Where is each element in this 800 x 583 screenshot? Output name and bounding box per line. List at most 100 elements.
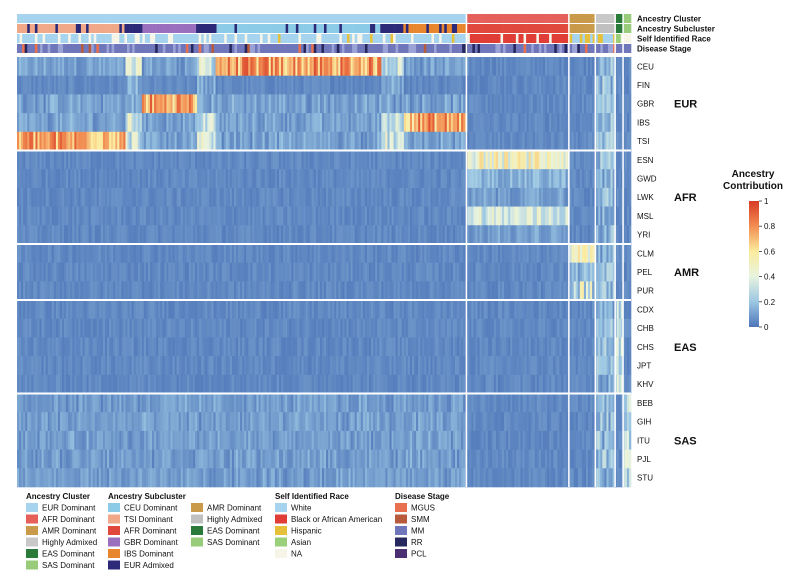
heatmap-cell xyxy=(328,225,331,245)
heatmap-cell xyxy=(575,262,579,282)
heatmap-cell xyxy=(260,94,263,114)
track-cell xyxy=(375,24,379,33)
heatmap-cell xyxy=(438,57,441,76)
heatmap-cell xyxy=(92,150,96,170)
track-cell xyxy=(520,34,524,43)
track-cell xyxy=(114,34,118,43)
track-cell xyxy=(86,14,89,23)
heatmap-cell xyxy=(47,243,51,263)
heatmap-cell xyxy=(309,225,313,245)
heatmap-cell xyxy=(563,113,566,133)
heatmap-cell xyxy=(160,150,163,170)
heatmap-cell xyxy=(248,57,251,76)
heatmap-cell xyxy=(504,281,507,301)
heatmap-cell xyxy=(180,243,184,263)
heatmap-cell xyxy=(397,94,401,114)
heatmap-cell xyxy=(291,94,294,114)
track-cell xyxy=(173,24,176,33)
heatmap-cell xyxy=(281,281,284,301)
heatmap-cell xyxy=(309,94,313,114)
heatmap-cell xyxy=(240,131,243,151)
heatmap-cell xyxy=(454,150,458,170)
heatmap-cell xyxy=(225,75,229,95)
track-cell xyxy=(469,44,473,53)
heatmap-cell xyxy=(96,243,100,263)
heatmap-cell xyxy=(256,131,259,151)
heatmap-cell xyxy=(303,57,306,76)
heatmap-cell xyxy=(86,131,89,151)
track-cell xyxy=(572,14,576,23)
heatmap-cell xyxy=(37,113,40,133)
heatmap-cell xyxy=(354,75,358,95)
heatmap-cell xyxy=(248,300,251,320)
track-cell xyxy=(124,34,128,43)
heatmap-cell xyxy=(412,225,415,245)
heatmap-cell xyxy=(92,243,96,263)
heatmap-cell xyxy=(618,131,622,151)
heatmap-cell xyxy=(246,94,249,114)
heatmap-cell xyxy=(117,57,120,76)
heatmap-cell xyxy=(598,243,601,263)
heatmap-cell xyxy=(530,131,534,151)
heatmap-cell xyxy=(297,262,300,282)
heatmap-cell xyxy=(542,262,546,282)
track-cell xyxy=(260,14,263,23)
track-cell xyxy=(400,14,404,23)
heatmap-cell xyxy=(145,131,149,151)
track-cell xyxy=(349,24,353,33)
heatmap-cell xyxy=(516,243,519,263)
track-cell xyxy=(431,44,435,53)
heatmap-cell xyxy=(532,113,536,133)
heatmap-cell xyxy=(107,300,110,320)
heatmap-cell xyxy=(72,113,75,133)
heatmap-cell xyxy=(457,281,460,301)
heatmap-cell xyxy=(588,187,591,207)
heatmap-cell xyxy=(117,262,120,282)
heatmap-cell xyxy=(281,187,284,207)
heatmap-cell xyxy=(223,300,227,320)
heatmap-cell xyxy=(590,206,593,226)
heatmap-cell xyxy=(336,206,339,226)
heatmap-cell xyxy=(76,262,79,282)
track-cell xyxy=(262,44,266,53)
heatmap-cell xyxy=(156,131,159,151)
heatmap-cell xyxy=(197,206,200,226)
heatmap-cell xyxy=(442,113,446,133)
heatmap-cell xyxy=(147,75,151,95)
track-cell xyxy=(83,24,87,33)
heatmap-cell xyxy=(66,281,69,301)
heatmap-cell xyxy=(420,169,423,189)
heatmap-cell xyxy=(291,150,294,170)
heatmap-cell xyxy=(448,94,452,114)
track-cell xyxy=(421,24,425,33)
heatmap-cell xyxy=(41,131,44,151)
heatmap-cell xyxy=(446,150,450,170)
heatmap-cell xyxy=(414,131,417,151)
heatmap-cell xyxy=(528,225,532,245)
track-cell xyxy=(597,24,601,33)
heatmap-cell xyxy=(606,94,609,114)
heatmap-cell xyxy=(57,187,61,207)
heatmap-cell xyxy=(561,187,564,207)
heatmap-cell xyxy=(508,169,511,189)
heatmap-cell xyxy=(452,57,456,76)
heatmap-cell xyxy=(49,300,53,320)
track-cell xyxy=(119,44,123,53)
heatmap-cell xyxy=(278,75,282,95)
heatmap-cell xyxy=(500,243,503,263)
heatmap-cell xyxy=(352,243,355,263)
heatmap-cell xyxy=(506,150,509,170)
heatmap-cell xyxy=(366,131,370,151)
track-cell xyxy=(178,44,182,53)
track-cell xyxy=(439,44,442,53)
track-cell xyxy=(144,44,148,53)
track-cell xyxy=(157,14,161,23)
heatmap-cell xyxy=(178,262,182,282)
heatmap-cell xyxy=(250,94,253,114)
heatmap-cell xyxy=(356,262,360,282)
track-cell xyxy=(306,24,309,33)
heatmap-cell xyxy=(326,169,329,189)
heatmap-cell xyxy=(164,113,167,133)
heatmap-cell xyxy=(223,225,227,245)
heatmap-cell xyxy=(145,206,149,226)
